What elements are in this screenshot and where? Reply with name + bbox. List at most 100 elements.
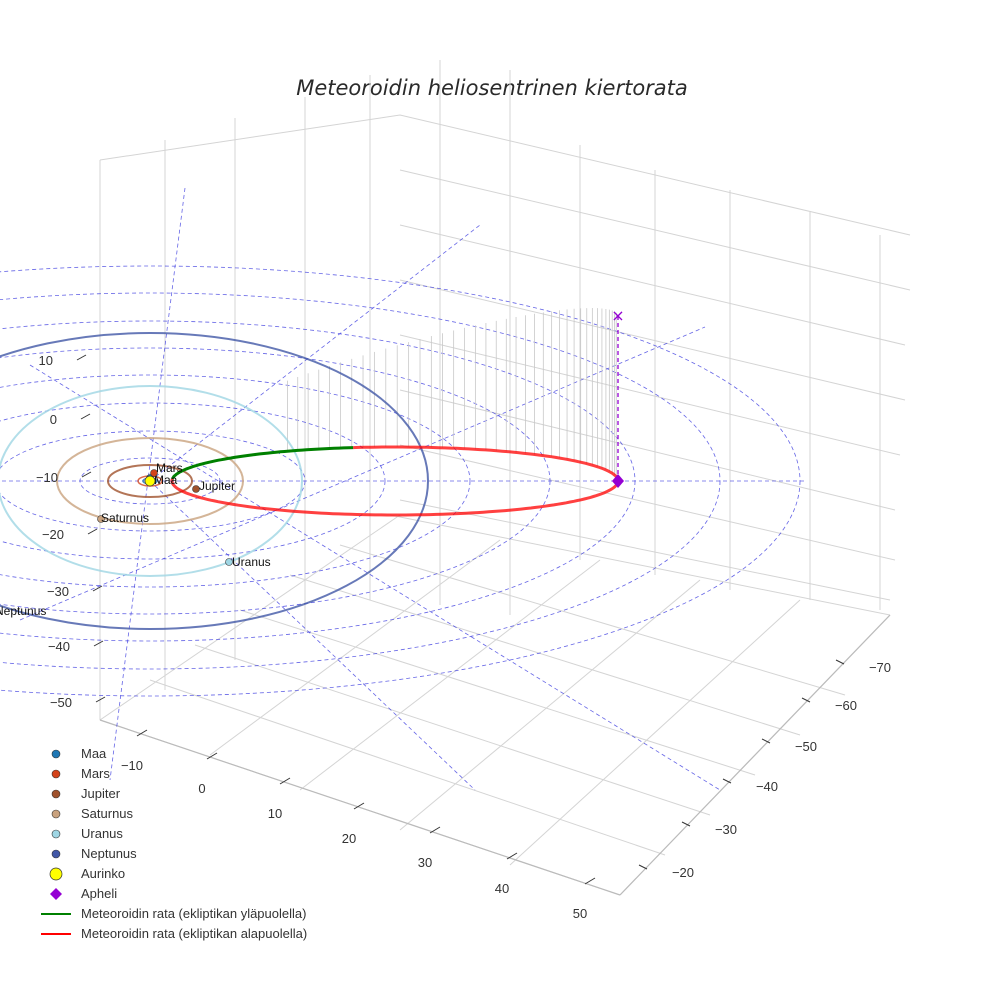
x-tick-label: 30 (418, 855, 432, 870)
planet-label-saturnus: Saturnus (101, 511, 149, 525)
legend-marker (49, 867, 63, 881)
y-axis-line (619, 614, 891, 896)
aphelion-marker (612, 474, 624, 488)
z-tick-label: −20 (42, 527, 64, 542)
y-tick-mark (761, 738, 771, 744)
ecliptic-ring (0, 402, 386, 560)
planet-label-neptunus: Neptunus (0, 604, 46, 618)
3d-grid (99, 60, 911, 896)
ecliptic-radial-line (149, 480, 476, 791)
y-tick-label: −20 (672, 865, 694, 880)
legend-entry: Jupiter (51, 786, 121, 801)
legend-label: Uranus (81, 826, 123, 841)
z-tick-label: −10 (36, 470, 58, 485)
planet-label-jupiter: Jupiter (199, 479, 235, 493)
x-tick-mark (584, 877, 596, 885)
grid-line (399, 334, 901, 456)
z-tick-mark (93, 640, 104, 647)
grid-line (399, 444, 896, 561)
meteoroid-orbit-above (171, 446, 354, 480)
y-tick-mark (722, 778, 732, 784)
z-tick-label: 10 (39, 353, 53, 368)
chart-title: Meteoroidin heliosentrinen kiertorata (296, 76, 688, 100)
planet-marker-saturnus (97, 515, 105, 523)
x-tick-label: 20 (342, 831, 356, 846)
grid-line (399, 279, 906, 401)
legend-entry: Neptunus (51, 846, 137, 861)
y-tick-mark (638, 864, 648, 870)
z-tick-mark (95, 696, 106, 703)
legend-label: Neptunus (81, 846, 137, 861)
legend: Maa Mars Jupiter Saturnus Uranus Neptunus Auri… (41, 746, 307, 941)
y-tick-label: −60 (835, 698, 857, 713)
legend-entry: Apheli (50, 886, 117, 901)
legend-entry: Meteoroidin rata (ekliptikan alapuolella… (41, 926, 307, 941)
meteoroid-orbit-below (170, 445, 620, 517)
legend-label: Apheli (81, 886, 117, 901)
orbit-elevation-stems (287, 308, 617, 477)
legend-entry: Meteoroidin rata (ekliptikan yläpuolella… (41, 906, 306, 921)
grid-line (399, 224, 906, 346)
legend-label: Mars (81, 766, 110, 781)
x-tick-label: 0 (198, 781, 205, 796)
x-tick-label: −10 (121, 758, 143, 773)
x-tick-label: 10 (268, 806, 282, 821)
y-tick-label: −70 (869, 660, 891, 675)
planet-label-uranus: Uranus (232, 555, 271, 569)
sun-marker (144, 475, 156, 487)
legend-entry: Maa (51, 746, 107, 761)
legend-label: Maa (81, 746, 107, 761)
z-tick-mark (92, 585, 103, 592)
grid-line (399, 499, 891, 601)
legend-marker (51, 789, 61, 799)
planet-marker-uranus (225, 558, 233, 566)
legend-label: Meteoroidin rata (ekliptikan alapuolella… (81, 926, 307, 941)
x-tick-mark (353, 802, 365, 810)
orbit-uranus (0, 385, 303, 577)
planet-orbits (0, 332, 429, 630)
y-tick-label: −50 (795, 739, 817, 754)
planet-label-mars: Mars (156, 461, 183, 475)
ecliptic-ring (0, 374, 471, 588)
grid-line (99, 114, 911, 236)
grid-line (389, 514, 891, 616)
orbit-jupiter (107, 464, 193, 498)
y-tick-mark (801, 697, 811, 703)
planet-marker-neptunus (0, 609, 1, 615)
ecliptic-reference-rings (0, 187, 805, 791)
grid-line (239, 609, 756, 776)
z-tick-label: −30 (47, 584, 69, 599)
z-tick-mark (76, 354, 87, 361)
grid-line (399, 579, 701, 831)
x-tick-mark (429, 826, 441, 834)
axis-ticks: −10 0 10 20 30 40 50 −20 −30 −40 −50 −60 −70 10 0 −10 −2… (36, 353, 891, 921)
ecliptic-radial-line (29, 364, 721, 791)
planet-marker-mars (150, 469, 158, 477)
y-tick-label: −40 (756, 779, 778, 794)
planet-label-maa: Maa (154, 473, 178, 487)
legend-entry: Uranus (51, 826, 123, 841)
grid-line (209, 539, 501, 756)
legend-marker (51, 809, 61, 819)
z-tick-mark (81, 471, 92, 478)
grid-line (194, 644, 711, 816)
x-tick-mark (506, 852, 518, 860)
legend-marker (50, 888, 62, 900)
legend-marker (51, 769, 61, 779)
legend-entry: Aurinko (49, 866, 125, 881)
legend-label: Aurinko (81, 866, 125, 881)
y-tick-mark (835, 659, 845, 665)
planet-marker-jupiter (192, 485, 200, 493)
ecliptic-radial-line (109, 187, 186, 781)
legend-entry: Saturnus (51, 806, 134, 821)
meteoroid-orbit: × (170, 306, 625, 517)
z-tick-label: 0 (50, 412, 57, 427)
z-tick-mark (87, 528, 98, 535)
orbit-saturnus (56, 437, 244, 525)
grid-line (149, 679, 666, 856)
x-tick-mark (136, 729, 148, 737)
x-tick-label: 40 (495, 881, 509, 896)
grid-line (509, 599, 801, 866)
ecliptic-radial-line (19, 326, 706, 621)
